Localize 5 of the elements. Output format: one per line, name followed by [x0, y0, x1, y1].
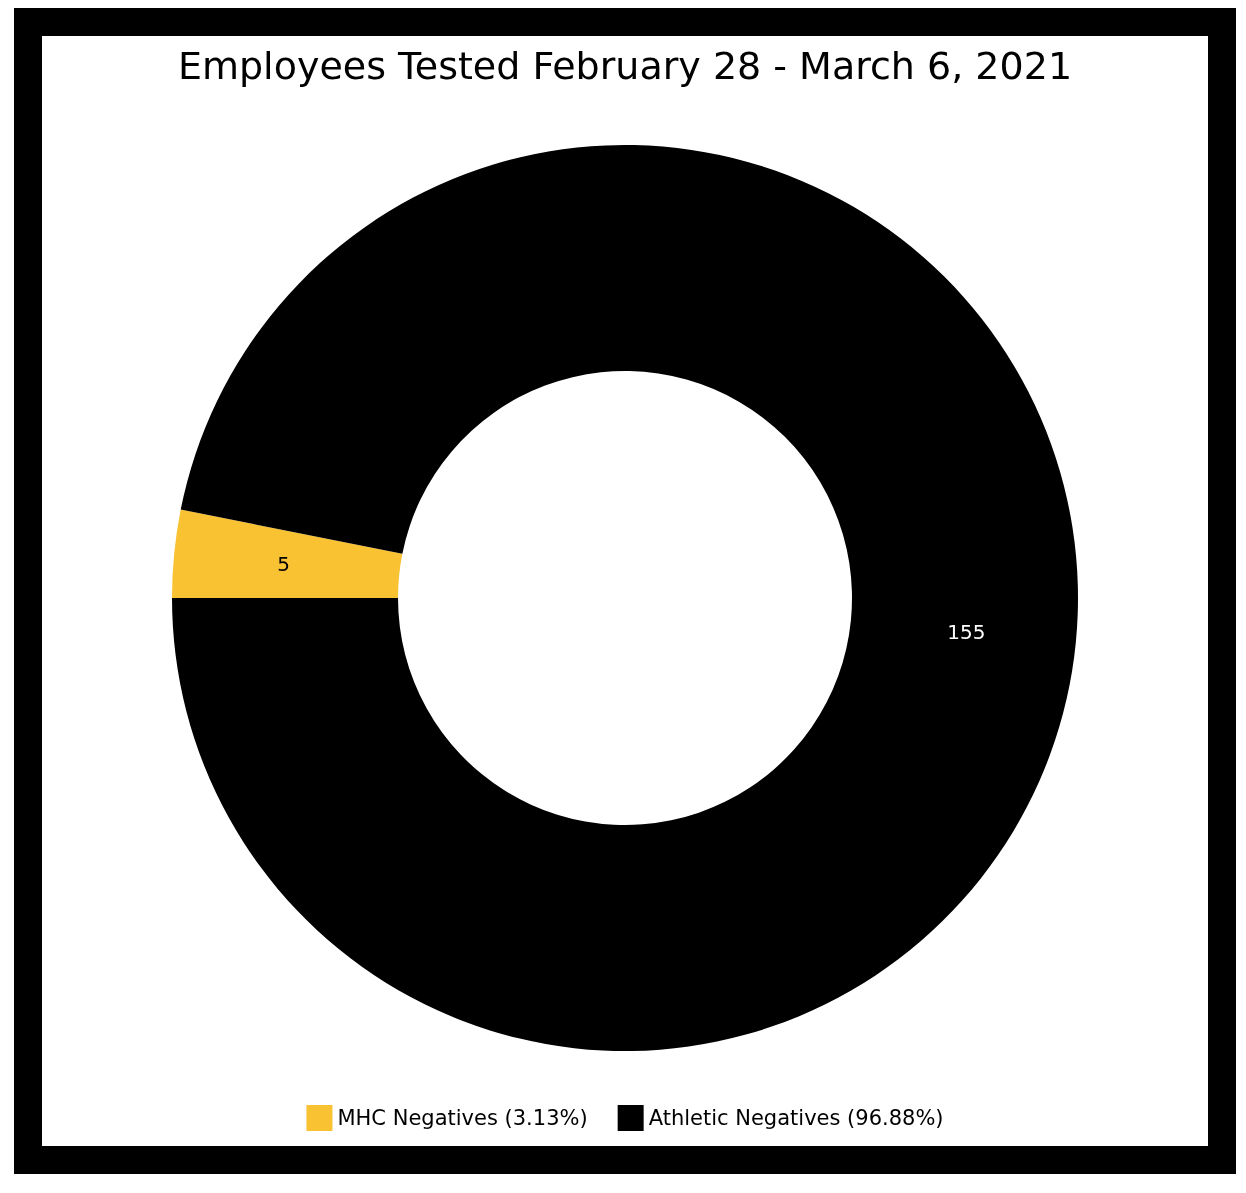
data-label: 5 [277, 552, 291, 577]
legend-label: MHC Negatives (3.13%) [337, 1106, 588, 1130]
legend-label: Athletic Negatives (96.88%) [648, 1106, 944, 1130]
data-label: 155 [947, 619, 986, 644]
chart-title: Employees Tested February 28 - March 6, 2021 [177, 44, 1073, 88]
